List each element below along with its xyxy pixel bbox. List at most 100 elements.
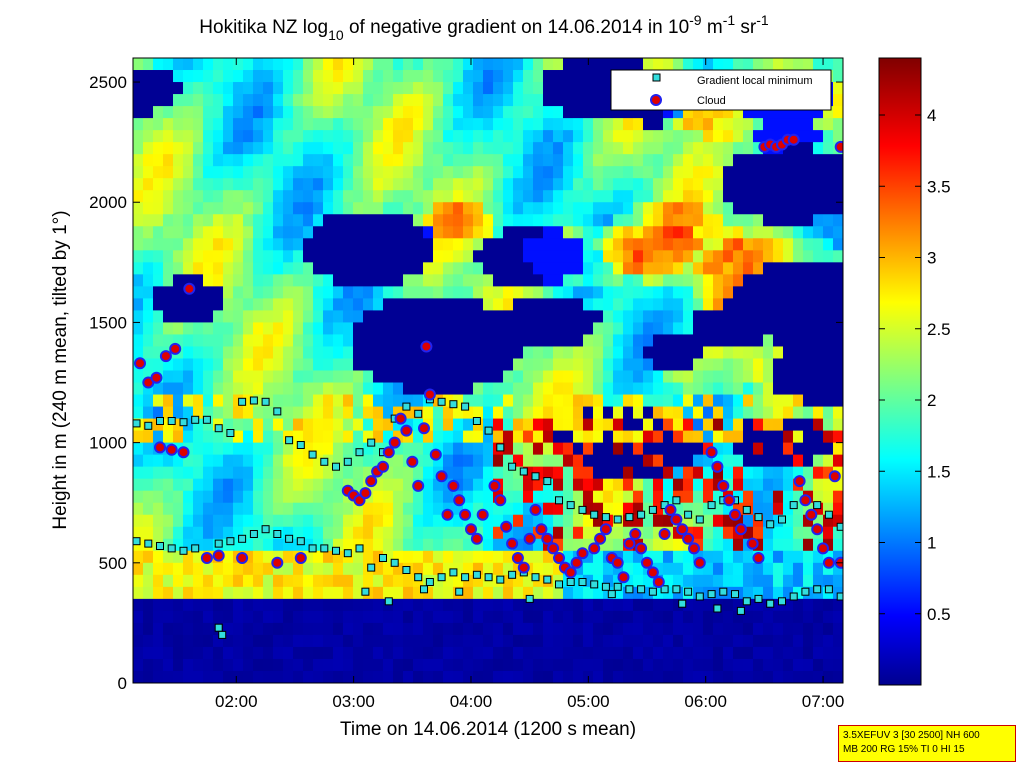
heatmap-cell bbox=[313, 574, 324, 588]
heatmap-cell bbox=[353, 670, 364, 683]
heatmap-cell bbox=[353, 394, 364, 408]
heatmap-cell bbox=[143, 202, 154, 215]
heatmap-cell bbox=[763, 322, 774, 336]
heatmap-cell bbox=[753, 118, 764, 131]
heatmap-cell bbox=[793, 274, 804, 287]
heatmap-cell bbox=[813, 262, 824, 275]
heatmap-cell bbox=[433, 70, 444, 83]
heatmap-cell bbox=[413, 526, 424, 540]
title-unit1: m bbox=[702, 17, 723, 38]
heatmap-cell bbox=[523, 430, 534, 444]
heatmap-cell bbox=[613, 346, 624, 360]
heatmap-cell bbox=[263, 58, 274, 71]
heatmap-cell bbox=[603, 382, 614, 396]
heatmap-cell bbox=[463, 490, 474, 504]
heatmap-cell bbox=[383, 478, 394, 492]
heatmap-cell bbox=[713, 118, 724, 131]
heatmap-cell bbox=[393, 550, 404, 564]
heatmap-cell bbox=[723, 310, 734, 324]
heatmap-cell bbox=[393, 418, 404, 432]
heatmap-cell bbox=[383, 58, 394, 71]
heatmap-cell bbox=[283, 394, 294, 408]
heatmap-cell bbox=[823, 634, 834, 648]
heatmap-cell bbox=[753, 238, 764, 251]
heatmap-cell bbox=[383, 382, 394, 396]
heatmap-cell bbox=[573, 514, 584, 528]
heatmap-cell bbox=[283, 286, 294, 299]
heatmap-cell bbox=[153, 274, 164, 287]
heatmap-cell bbox=[803, 382, 814, 396]
heatmap-cell bbox=[583, 646, 594, 660]
heatmap-cell bbox=[553, 178, 564, 191]
heatmap-cell bbox=[523, 82, 534, 95]
heatmap-cell bbox=[263, 226, 274, 239]
heatmap-cell bbox=[313, 322, 324, 336]
heatmap-cell bbox=[823, 142, 834, 155]
heatmap-cell bbox=[323, 346, 334, 360]
heatmap-cell bbox=[833, 370, 843, 384]
heatmap-cell bbox=[773, 490, 784, 504]
heatmap-cell bbox=[453, 394, 464, 408]
heatmap-cell bbox=[173, 490, 184, 504]
heatmap-cell bbox=[133, 250, 144, 263]
heatmap-cell bbox=[343, 670, 354, 683]
heatmap-cell bbox=[573, 226, 584, 239]
heatmap-cell bbox=[573, 418, 584, 432]
heatmap-cell bbox=[823, 430, 834, 444]
gradient-minimum-marker bbox=[320, 544, 329, 553]
heatmap-cell bbox=[523, 214, 534, 227]
heatmap-cell bbox=[663, 190, 674, 203]
heatmap-cell bbox=[803, 214, 814, 227]
heatmap-cell bbox=[263, 154, 274, 167]
heatmap-cell bbox=[723, 442, 734, 456]
heatmap-cell bbox=[303, 430, 314, 444]
heatmap-cell bbox=[483, 610, 494, 624]
heatmap-cell bbox=[703, 370, 714, 384]
heatmap-cell bbox=[553, 238, 564, 251]
heatmap-cell bbox=[653, 202, 664, 215]
heatmap-cell bbox=[563, 250, 574, 263]
heatmap-cell bbox=[773, 58, 784, 71]
heatmap-cell bbox=[653, 406, 664, 420]
gradient-minimum-marker bbox=[261, 525, 270, 534]
heatmap-cell bbox=[613, 322, 624, 336]
heatmap-cell bbox=[793, 430, 804, 444]
heatmap-cell bbox=[473, 190, 484, 203]
heatmap-cell bbox=[613, 214, 624, 227]
heatmap-cell bbox=[433, 586, 444, 600]
heatmap-cell bbox=[183, 466, 194, 480]
heatmap-cell bbox=[363, 154, 374, 167]
heatmap-cell bbox=[143, 334, 154, 348]
heatmap-cell bbox=[333, 478, 344, 492]
gradient-minimum-marker bbox=[461, 402, 470, 411]
heatmap-cell bbox=[443, 358, 454, 372]
heatmap-cell bbox=[453, 430, 464, 444]
heatmap-cell bbox=[413, 466, 424, 480]
heatmap-cell bbox=[603, 82, 614, 95]
heatmap-cell bbox=[203, 166, 214, 179]
heatmap-cell bbox=[203, 190, 214, 203]
heatmap-cell bbox=[543, 118, 554, 131]
heatmap-cell bbox=[653, 442, 664, 456]
heatmap-cell bbox=[633, 382, 644, 396]
heatmap-cell bbox=[823, 370, 834, 384]
heatmap-cell bbox=[173, 310, 184, 324]
heatmap-cell bbox=[263, 298, 274, 311]
heatmap-cell bbox=[553, 298, 564, 311]
heatmap-cell bbox=[763, 562, 774, 576]
heatmap-cell bbox=[143, 478, 154, 492]
heatmap-cell bbox=[453, 94, 464, 107]
gradient-minimum-marker bbox=[695, 515, 704, 524]
heatmap-cell bbox=[303, 58, 314, 71]
heatmap-cell bbox=[403, 550, 414, 564]
heatmap-cell bbox=[313, 274, 324, 287]
heatmap-cell bbox=[453, 538, 464, 552]
heatmap-cell bbox=[533, 670, 544, 683]
heatmap-cell bbox=[173, 94, 184, 107]
heatmap-cell bbox=[783, 646, 794, 660]
heatmap-cell bbox=[593, 298, 604, 311]
heatmap-cell bbox=[243, 634, 254, 648]
heatmap-cell bbox=[603, 454, 614, 468]
gradient-minimum-marker bbox=[578, 578, 587, 586]
heatmap-cell bbox=[283, 622, 294, 636]
